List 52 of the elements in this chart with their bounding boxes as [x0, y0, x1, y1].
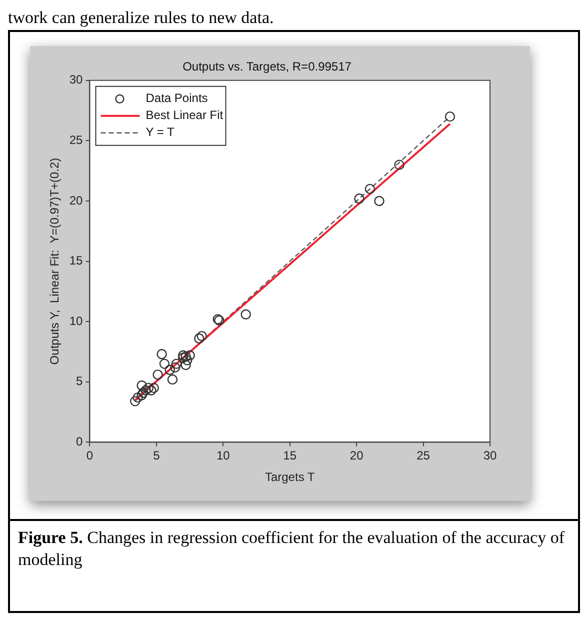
y-tick-label: 5 — [76, 374, 84, 388]
point — [148, 382, 159, 394]
x-tick-label: 10 — [216, 448, 230, 463]
x-tick-label: 25 — [416, 448, 430, 463]
point — [136, 380, 147, 391]
x-tick-label: 30 — [483, 448, 497, 463]
x-tick-label: 0 — [86, 448, 94, 463]
point — [138, 388, 148, 398]
point — [184, 350, 195, 360]
legend-label: Best Linear Fit — [146, 108, 224, 122]
point — [164, 364, 175, 375]
point — [130, 396, 140, 406]
point — [159, 358, 170, 369]
legend-label: Data Points — [146, 91, 208, 106]
point — [170, 362, 180, 373]
x-tick-label: 5 — [153, 448, 160, 463]
point — [194, 333, 204, 344]
chart-title: Outputs vs. Targets, R=0.99517 — [182, 60, 352, 74]
point — [143, 382, 154, 394]
point — [152, 370, 163, 380]
point — [178, 352, 188, 363]
y-axis-title: Outputs Y, Linear Fit: Y=(0.97)T+(0.2) — [48, 158, 62, 365]
caption: Figure 5. Changes in regression coefficient for the evaluation of the accuracy of modeling — [18, 528, 564, 569]
point — [374, 196, 384, 206]
y-tick-label: 30 — [69, 72, 84, 87]
point — [444, 111, 456, 122]
point — [178, 350, 188, 360]
y-tick-label: 15 — [69, 254, 84, 268]
y-tick-label: 10 — [69, 314, 84, 328]
point — [180, 360, 191, 370]
point — [364, 184, 376, 194]
legend-label: Y = T — [146, 125, 175, 140]
point — [156, 349, 167, 360]
point — [196, 330, 207, 342]
point — [240, 309, 251, 320]
x-tick-label: 20 — [350, 448, 364, 463]
point — [146, 385, 156, 396]
point — [171, 358, 182, 369]
x-axis-title: Targets T — [264, 470, 316, 484]
point — [394, 160, 404, 170]
point — [132, 392, 143, 403]
point — [140, 385, 151, 396]
point — [182, 355, 192, 366]
point — [354, 193, 364, 204]
text: twork can generalize rules to new data. — [8, 8, 580, 32]
y-tick-label: 20 — [69, 193, 84, 208]
point — [136, 390, 147, 400]
point — [167, 374, 178, 385]
y-tick-label: 25 — [69, 133, 84, 148]
x-tick-label: 15 — [283, 448, 297, 463]
point — [180, 351, 191, 362]
y-tick-label: 0 — [76, 434, 84, 449]
